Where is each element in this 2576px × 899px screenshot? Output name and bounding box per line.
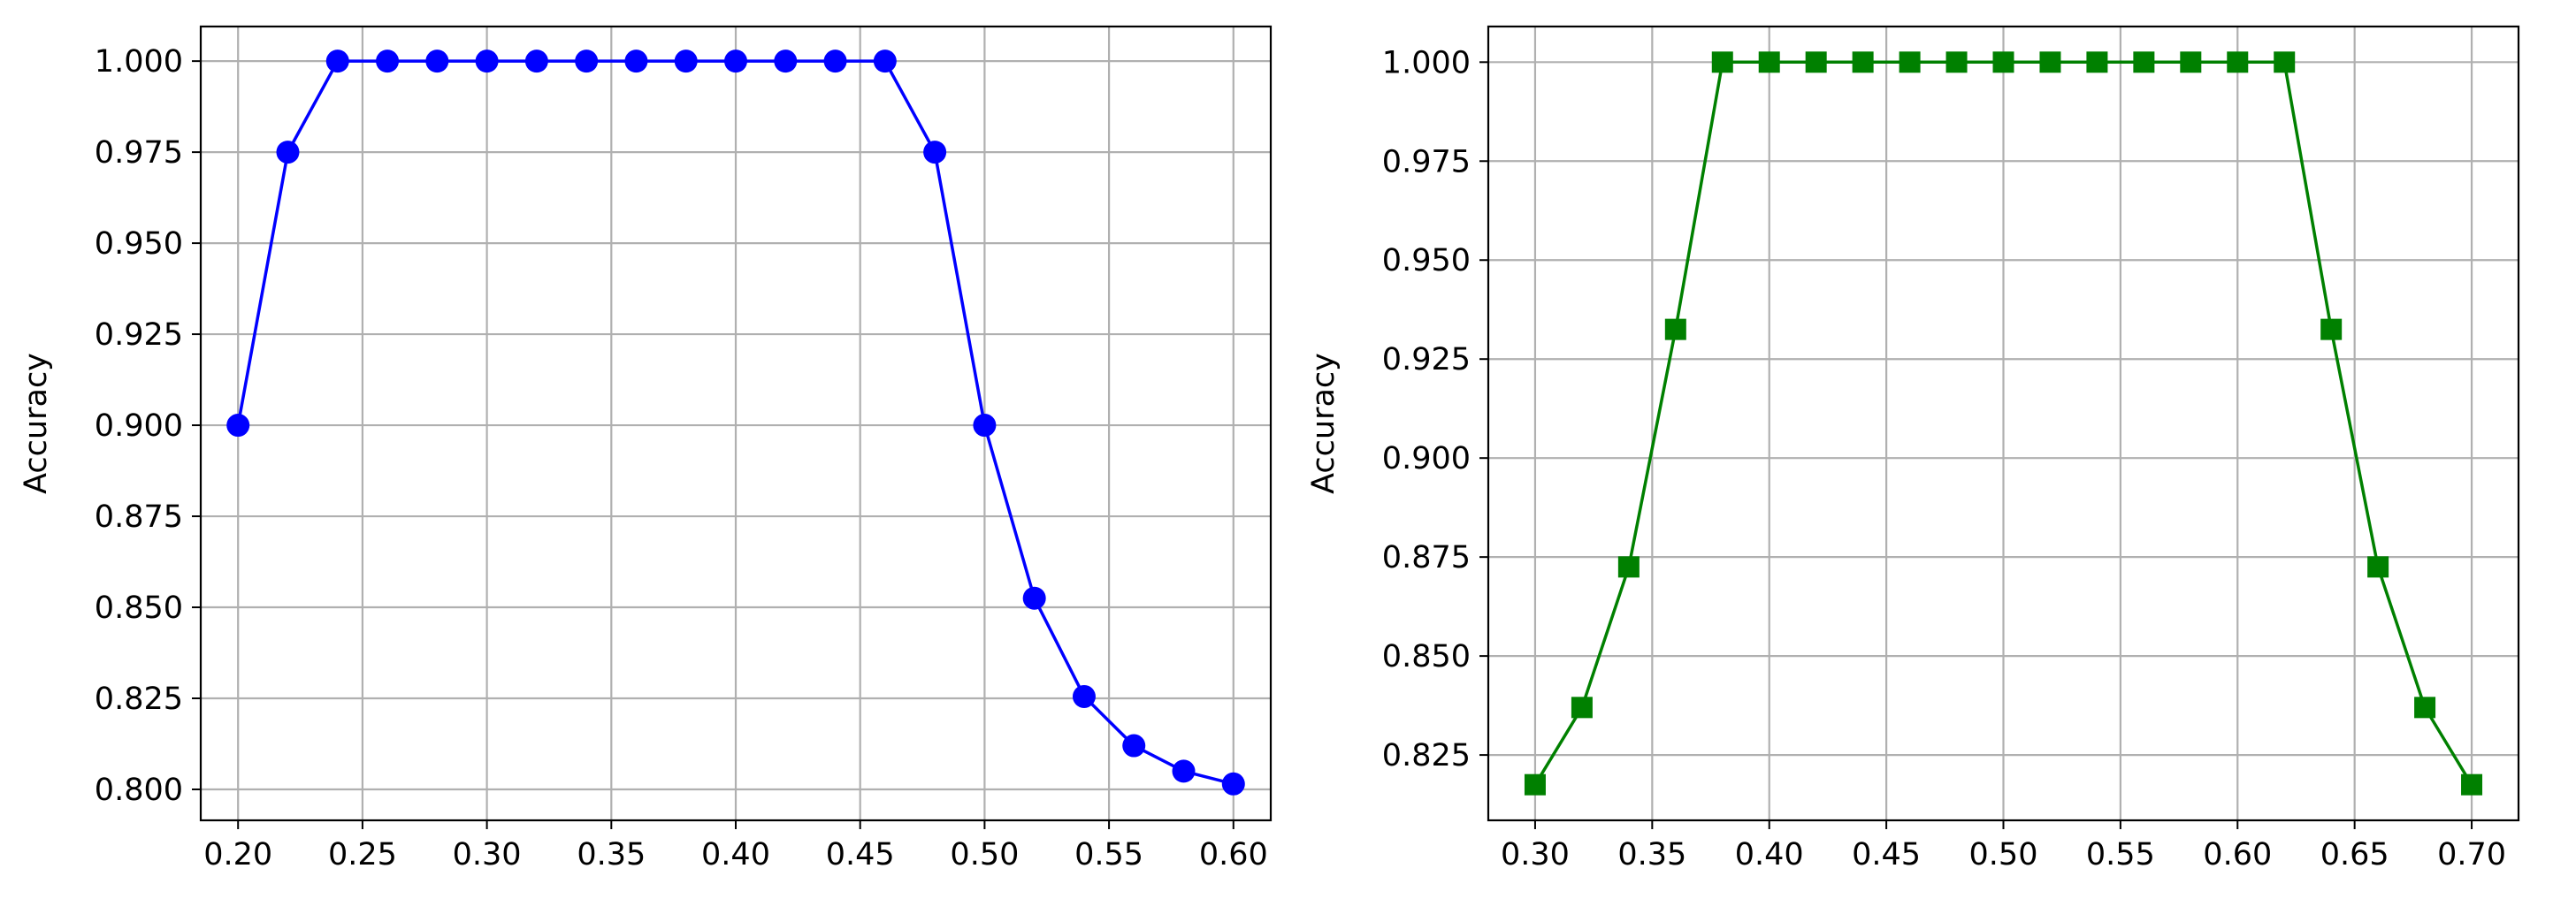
x-tick-label: 0.50 (1969, 837, 2038, 872)
x-tick-label: 0.50 (950, 837, 1019, 872)
x-tick-label: 0.20 (203, 837, 272, 872)
data-point (624, 50, 648, 73)
accuracy-chart-right: 0.30 0.35 0.40 0.45 0.50 0.55 0.60 0.65 0.70 0.82… (1306, 25, 2520, 872)
x-tick-label: 0.25 (328, 837, 397, 872)
y-tick-label: 0.875 (95, 499, 183, 535)
y-tick-label: 0.975 (1382, 144, 1471, 179)
data-point (1022, 586, 1046, 610)
data-point (524, 50, 548, 73)
data-point (2180, 51, 2202, 73)
y-tick-label: 0.900 (1382, 441, 1471, 476)
y-tick-label: 0.875 (1382, 540, 1471, 575)
data-point (1072, 684, 1096, 708)
y-tick-label: 0.825 (1382, 738, 1471, 773)
data-point (2461, 773, 2483, 796)
plot-frame (199, 25, 1273, 822)
x-tick-label: 0.45 (1852, 837, 1921, 872)
data-point (1758, 51, 1780, 73)
data-point (1711, 51, 1733, 73)
x-tick-label: 0.30 (1501, 837, 1570, 872)
data-point (2133, 51, 2155, 73)
x-tick-label: 0.60 (1199, 837, 1268, 872)
x-tick-label: 0.60 (2203, 837, 2272, 872)
y-tick-label: 0.925 (95, 317, 183, 353)
x-tick-label: 0.55 (1074, 837, 1143, 872)
x-tick-label: 0.65 (2320, 837, 2389, 872)
data-point (2227, 51, 2249, 73)
y-tick-label: 0.825 (95, 682, 183, 717)
data-point (1899, 51, 1921, 73)
y-tick-label: 0.950 (95, 226, 183, 262)
x-tick-label: 0.40 (701, 837, 770, 872)
data-point (1805, 51, 1827, 73)
y-tick-label: 0.850 (95, 590, 183, 626)
y-tick-label: 1.000 (95, 44, 183, 80)
y-tick-label: 0.925 (1382, 342, 1471, 377)
data-point (1664, 318, 1686, 340)
data-point (923, 141, 947, 164)
data-point (2086, 51, 2108, 73)
x-tick-label: 0.35 (577, 837, 646, 872)
data-point (823, 50, 847, 73)
data-point (1172, 759, 1196, 783)
data-point (575, 50, 599, 73)
y-tick-label: 0.975 (95, 135, 183, 171)
x-tick-label: 0.40 (1735, 837, 1804, 872)
data-point (674, 50, 698, 73)
data-point (873, 50, 897, 73)
data-point (2367, 556, 2389, 578)
data-point (1571, 697, 1593, 719)
x-tick-label: 0.45 (826, 837, 895, 872)
y-tick-label: 0.850 (1382, 639, 1471, 674)
data-point (425, 50, 449, 73)
data-point (1221, 772, 1245, 796)
data-point (2274, 51, 2296, 73)
data-point (276, 141, 300, 164)
data-point (2039, 51, 2061, 73)
y-tick-label: 0.800 (95, 773, 183, 808)
x-tick-label: 0.35 (1617, 837, 1686, 872)
data-point (2320, 318, 2343, 340)
data-point (774, 50, 798, 73)
accuracy-chart-left: 0.20 0.25 0.30 0.35 0.40 0.45 0.50 0.55 0.60 0.80… (19, 25, 1273, 872)
data-point (1852, 51, 1874, 73)
x-tick-label: 0.30 (453, 837, 522, 872)
x-tick-label: 0.55 (2086, 837, 2155, 872)
plot-frame (1487, 25, 2520, 822)
data-point (724, 50, 747, 73)
y-axis-label: Accuracy (1306, 353, 1342, 494)
data-point (325, 50, 349, 73)
data-point (1524, 773, 1546, 796)
y-tick-label: 1.000 (1382, 45, 1471, 80)
y-tick-label: 0.900 (95, 408, 183, 444)
y-tick-label: 0.950 (1382, 243, 1471, 278)
y-axis-label: Accuracy (19, 353, 54, 494)
data-point (376, 50, 400, 73)
data-point (1945, 51, 1968, 73)
data-point (1122, 734, 1146, 758)
data-point (1992, 51, 2014, 73)
x-tick-label: 0.70 (2437, 837, 2506, 872)
data-point (2414, 697, 2436, 719)
data-point (973, 414, 997, 438)
data-point (226, 414, 250, 438)
data-point (475, 50, 499, 73)
data-point (1617, 556, 1640, 578)
